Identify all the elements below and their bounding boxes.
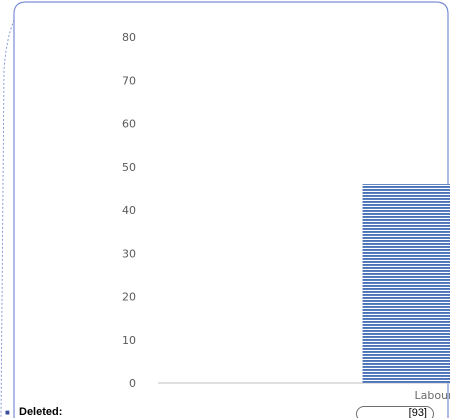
y-tick-label: 20 xyxy=(122,291,136,304)
category-axis-labels: Labour forc xyxy=(415,389,450,402)
comment-reference-box[interactable]: [93] xyxy=(356,406,434,418)
y-tick-label: 50 xyxy=(122,161,136,174)
deleted-bullet-icon: ■ xyxy=(5,408,10,417)
category-label: Labour forc xyxy=(415,389,450,402)
y-tick-label: 30 xyxy=(122,247,136,260)
balloon-border xyxy=(13,1,449,418)
y-tick-label: 10 xyxy=(122,334,136,347)
bar-series xyxy=(362,184,450,383)
deleted-label: Deleted: xyxy=(19,406,63,418)
y-axis-tick-labels: 0 10 20 30 40 50 60 70 80 xyxy=(122,31,136,390)
y-tick-label: 80 xyxy=(122,31,136,44)
y-tick-label: 0 xyxy=(129,377,136,390)
balloon-connector-line xyxy=(0,19,15,418)
y-tick-label: 40 xyxy=(122,204,136,217)
bar xyxy=(362,184,450,383)
y-tick-label: 60 xyxy=(122,118,136,131)
y-tick-label: 70 xyxy=(122,74,136,87)
